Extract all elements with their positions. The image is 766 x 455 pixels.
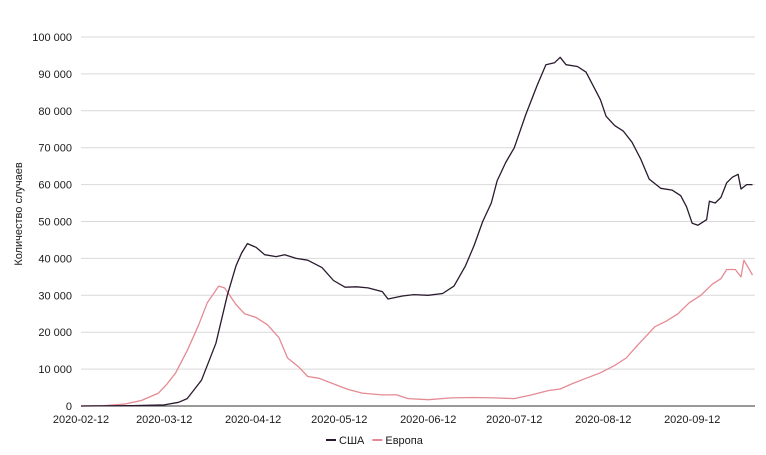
series-lines — [80, 56, 754, 407]
x-tick-label: 2020-04-12 — [225, 414, 281, 426]
x-tick-label: 2020-05-12 — [311, 414, 367, 426]
series-line-europe — [80, 259, 754, 407]
y-axis-title: Количество случаев — [13, 162, 25, 266]
x-tick-label: 2020-07-12 — [486, 414, 542, 426]
legend-label: Европа — [385, 435, 423, 447]
y-tick-label: 80 000 — [38, 106, 72, 118]
legend-label: США — [339, 435, 365, 447]
x-tick-label: 2020-06-12 — [400, 414, 456, 426]
y-tick-label: 0 — [66, 401, 72, 413]
y-tick-label: 10 000 — [38, 364, 72, 376]
legend: США Европа — [326, 435, 424, 447]
x-tick-label: 2020-09-12 — [664, 414, 720, 426]
y-tick-label: 60 000 — [38, 180, 72, 192]
y-tick-label: 50 000 — [38, 217, 72, 229]
grid-lines — [81, 36, 755, 407]
y-tick-label: 20 000 — [38, 327, 72, 339]
y-tick-label: 30 000 — [38, 290, 72, 302]
series-line-usa — [80, 56, 753, 407]
y-axis: 0 10 000 20 000 30 000 40 000 50 000 60 000 70 … — [32, 32, 72, 413]
y-tick-label: 100 000 — [32, 32, 72, 44]
x-tick-label: 2020-03-12 — [136, 414, 192, 426]
x-axis: 2020-02-12 2020-03-12 2020-04-12 2020-05-12… — [53, 414, 720, 426]
y-tick-label: 70 000 — [38, 143, 72, 155]
x-tick-label: 2020-08-12 — [575, 414, 631, 426]
x-tick-label: 2020-02-12 — [53, 414, 109, 426]
y-tick-label: 40 000 — [38, 253, 72, 265]
y-tick-label: 90 000 — [38, 69, 72, 81]
